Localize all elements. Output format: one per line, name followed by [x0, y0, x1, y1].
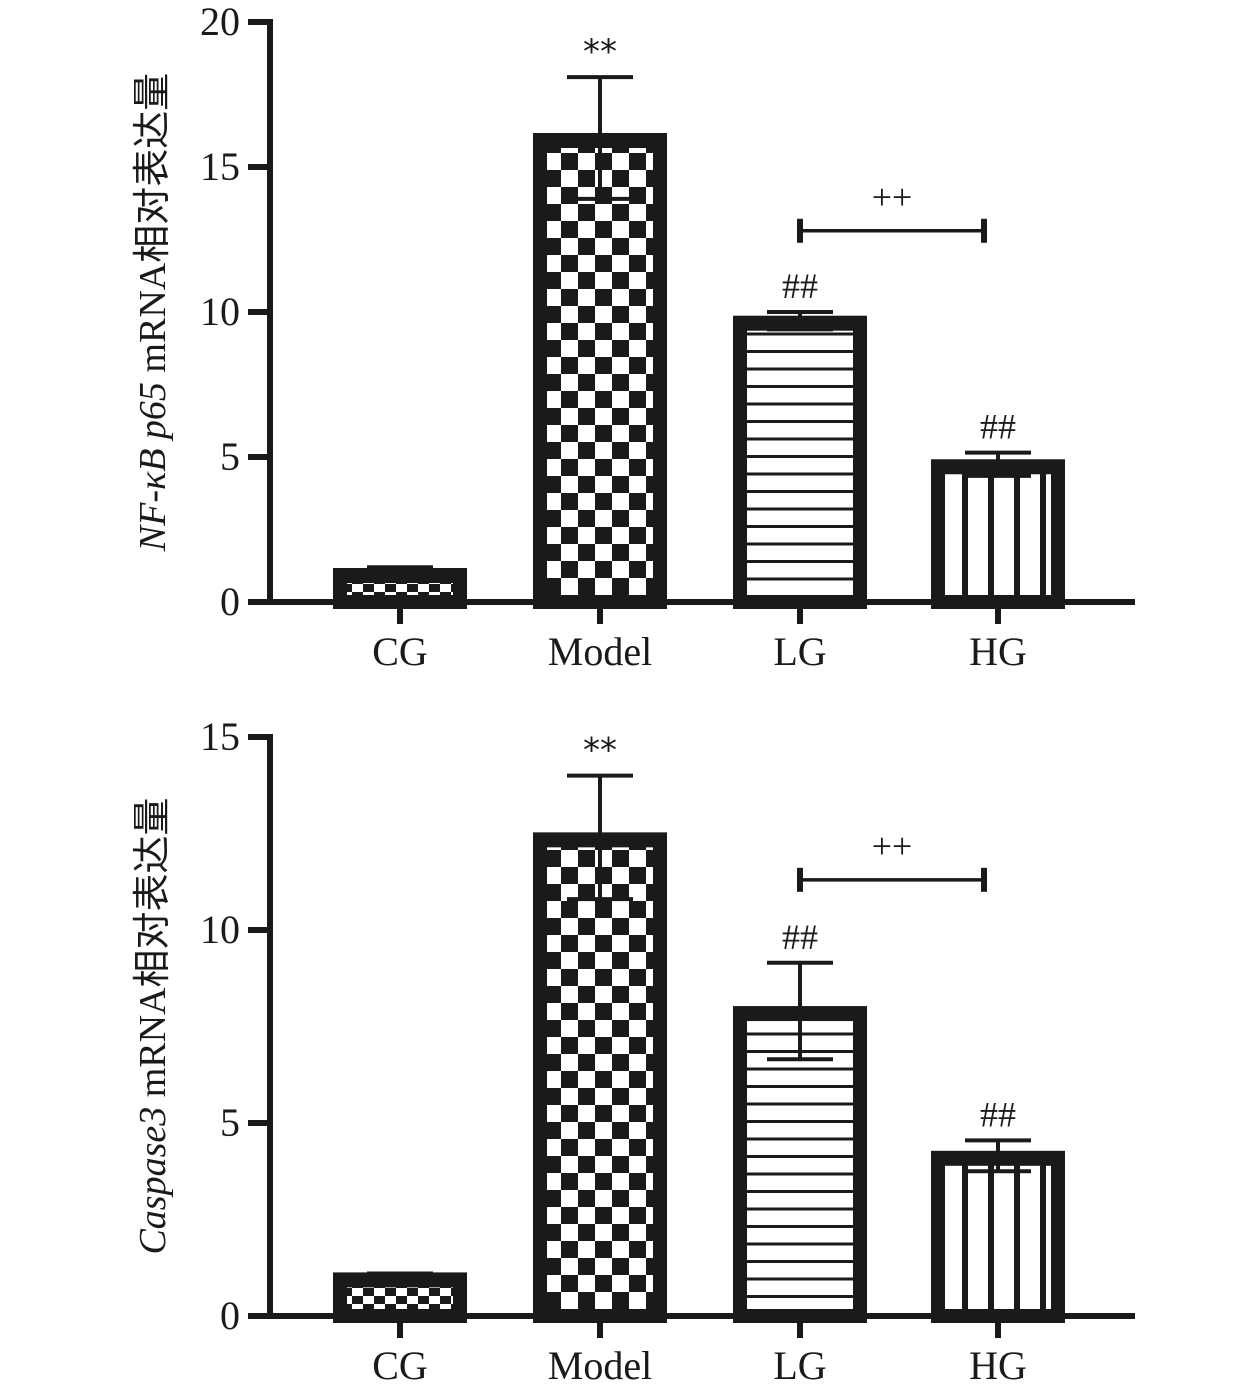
bar-fill	[533, 833, 667, 1323]
significance-label: ##	[782, 917, 818, 957]
x-category-label: LG	[773, 629, 826, 674]
bar-cg	[333, 565, 467, 609]
comparison-bracket: ++	[797, 826, 987, 892]
error-bar	[965, 450, 1031, 478]
bar-lg	[733, 310, 867, 609]
y-axis-title-rest-1: mRNA相对表达量	[132, 73, 174, 382]
error-bar	[567, 773, 633, 902]
bar-fill	[931, 460, 1065, 609]
bracket-label: ++	[872, 177, 913, 217]
significance-label: ##	[782, 266, 818, 306]
bar-fill	[931, 1151, 1065, 1324]
bracket-label: ++	[872, 826, 913, 866]
x-category-label: CG	[372, 629, 428, 674]
x-category-label: Model	[548, 629, 652, 674]
x-category-label: CG	[372, 1343, 428, 1388]
bar-model	[533, 75, 667, 609]
x-category-label: LG	[773, 1343, 826, 1388]
y-tick-label: 20	[200, 0, 240, 44]
x-category-label: Model	[548, 1343, 652, 1388]
y-tick-label: 10	[200, 907, 240, 952]
bar-fill	[333, 1273, 467, 1324]
y-axis-title-1: NF-κB p65 mRNA相对表达量	[132, 73, 174, 552]
error-bar	[767, 310, 833, 332]
error-bar	[965, 1138, 1031, 1174]
significance-label: ##	[980, 1094, 1016, 1134]
y-tick-label: 5	[220, 1100, 240, 1145]
x-category-label: HG	[969, 1343, 1027, 1388]
y-tick-label: 15	[200, 714, 240, 759]
y-tick-label: 5	[220, 434, 240, 479]
y-tick-label: 15	[200, 144, 240, 189]
error-bar	[767, 960, 833, 1062]
bar-lg	[733, 960, 867, 1323]
y-axis-title-rest-2: mRNA相对表达量	[132, 797, 174, 1106]
y-axis-title-italic-2: Caspase3	[132, 1107, 174, 1255]
bar-cg	[333, 1271, 467, 1324]
bar-fill	[733, 1007, 867, 1323]
y-tick-label: 0	[220, 579, 240, 624]
significance-label: **	[583, 731, 617, 771]
significance-label: ##	[980, 407, 1016, 447]
y-tick-label: 10	[200, 289, 240, 334]
bar-hg	[931, 450, 1065, 609]
error-bar	[567, 75, 633, 201]
bar-fill	[533, 134, 667, 609]
bar-hg	[931, 1138, 1065, 1324]
bar-model	[533, 773, 667, 1323]
error-bar	[367, 1271, 433, 1284]
y-tick-label: 0	[220, 1293, 240, 1338]
error-bar	[367, 565, 433, 581]
y-axis-title-italic-1: NF-κB p65	[132, 382, 174, 552]
chart-panel-1: NF-κB p65 mRNA相对表达量 0 5 10 15 20 ** ## ## ++ CG…	[132, 0, 1135, 674]
bar-fill	[733, 316, 867, 609]
x-category-label: HG	[969, 629, 1027, 674]
comparison-bracket: ++	[797, 177, 987, 243]
significance-label: **	[583, 32, 617, 72]
y-axis-title-2: Caspase3 mRNA相对表达量	[132, 797, 174, 1254]
chart-panel-2: Caspase3 mRNA相对表达量 0 5 10 15 ** ## ## ++ CG Mod…	[132, 714, 1135, 1388]
